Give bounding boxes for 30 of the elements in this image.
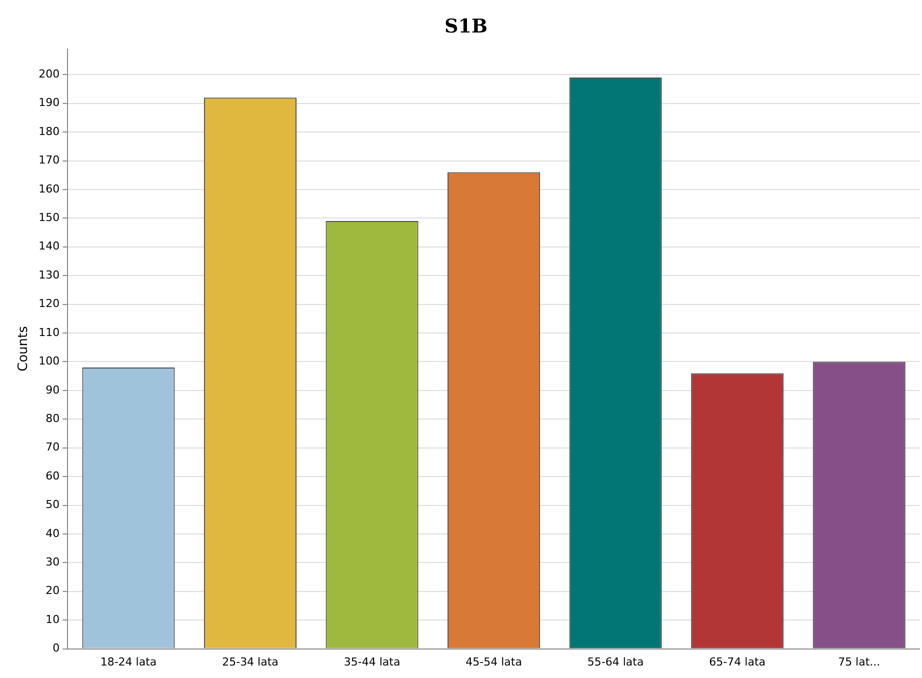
y-tick-label: 80 [46, 412, 60, 425]
y-tick-label: 70 [46, 440, 60, 454]
y-tick-label: 90 [46, 383, 60, 396]
y-tick-label: 180 [38, 124, 60, 138]
chart-title: S1B [444, 15, 488, 38]
y-tick-label: 170 [38, 154, 60, 167]
y-tick-label: 130 [38, 268, 60, 282]
x-tick-label: 75 lat... [838, 655, 880, 668]
y-tick-label: 110 [38, 326, 60, 339]
x-tick-label: 25-34 lata [222, 655, 278, 668]
x-tick-label: 45-54 lata [466, 655, 522, 668]
y-tick-label: 140 [38, 240, 60, 253]
x-tick-label: 65-74 lata [709, 655, 766, 668]
x-tick-label: 18-24 lata [100, 655, 157, 668]
y-tick-label: 150 [38, 211, 60, 224]
y-tick-label: 120 [38, 297, 60, 310]
y-tick-label: 20 [46, 584, 60, 598]
y-tick-label: 190 [38, 96, 60, 110]
y-tick-label: 50 [46, 498, 60, 512]
y-tick-label: 0 [52, 642, 60, 655]
y-tick-label: 200 [38, 67, 60, 80]
y-tick-label: 40 [46, 526, 60, 540]
y-axis-title: Counts [16, 326, 32, 372]
y-tick-label: 30 [46, 556, 60, 569]
x-tick-label: 35-44 lata [344, 655, 400, 668]
y-tick-label: 160 [38, 182, 60, 196]
x-tick-label: 55-64 lata [587, 655, 644, 668]
y-tick-label: 10 [46, 612, 60, 626]
y-tick-label: 100 [38, 354, 60, 368]
y-tick-label: 60 [46, 469, 60, 482]
